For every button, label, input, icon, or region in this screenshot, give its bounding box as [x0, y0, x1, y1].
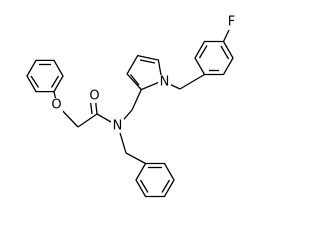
double-bond — [161, 179, 171, 193]
atom-label: N — [160, 75, 170, 90]
double-bond — [220, 45, 230, 60]
bond — [179, 73, 205, 90]
double-bond — [198, 45, 208, 59]
double-bond — [129, 74, 140, 86]
phenyl-ring — [26, 59, 64, 93]
bond — [222, 29, 230, 42]
atom-label: N — [113, 119, 123, 134]
bond — [125, 152, 146, 165]
double-bond — [139, 179, 149, 193]
bond — [131, 89, 142, 111]
double-bond — [139, 59, 156, 64]
molecule-diagram: F N O O N — [26, 14, 236, 198]
bond — [77, 113, 98, 128]
double-bond — [50, 75, 60, 88]
atom-label: F — [228, 15, 235, 30]
double-bond — [30, 75, 40, 88]
atom-label: O — [51, 98, 61, 113]
benzyl-ring — [135, 162, 175, 198]
pyrrole-ring — [126, 54, 163, 91]
atom-label: O — [89, 89, 99, 104]
